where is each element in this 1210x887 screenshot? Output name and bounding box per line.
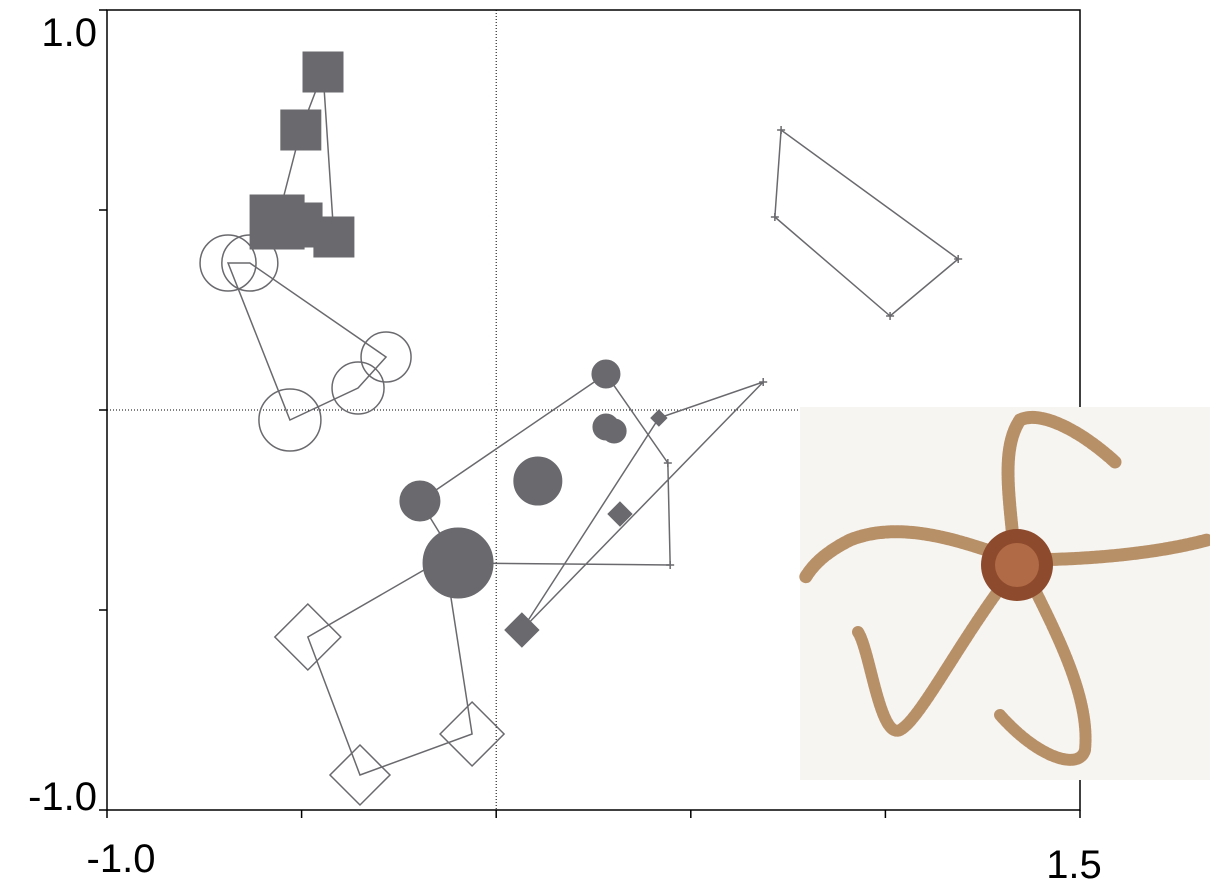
circle-point — [601, 418, 627, 444]
diamond-point — [439, 700, 506, 768]
cross-point — [759, 378, 768, 386]
cross-point — [663, 459, 672, 467]
arm — [994, 574, 1092, 766]
diamond-point — [650, 409, 668, 427]
group-hull — [226, 262, 388, 422]
diamond-point — [273, 602, 342, 672]
arm — [798, 525, 1022, 585]
diamond-point — [328, 743, 392, 807]
circle-point — [360, 331, 412, 383]
star-disc-center — [995, 543, 1039, 587]
arm — [852, 569, 1016, 737]
circle-point — [221, 234, 279, 292]
square-point — [302, 51, 344, 93]
arm — [1001, 410, 1122, 567]
diamond-point — [607, 501, 633, 527]
diamond-point — [504, 612, 540, 648]
cross-point — [777, 126, 786, 134]
cross-point — [954, 255, 963, 263]
group-hull — [306, 556, 473, 776]
cross-point — [886, 312, 895, 320]
group-hull — [774, 128, 960, 317]
x-tick-label: -1.0 — [87, 837, 156, 881]
cross-point — [666, 561, 675, 569]
x-tick-label: 1.5 — [1046, 843, 1102, 887]
cross-point — [770, 213, 779, 221]
circle-point — [199, 234, 257, 292]
circle-point — [513, 456, 563, 506]
brittle-star-photo — [798, 407, 1210, 780]
diamond-point — [437, 550, 452, 566]
circle-point — [331, 361, 385, 415]
y-tick-label: -1.0 — [28, 775, 97, 819]
square-point — [313, 216, 355, 258]
circle-point — [258, 388, 322, 452]
circle-point — [422, 527, 494, 599]
square-point — [280, 109, 322, 151]
y-tick-label: 1.0 — [41, 11, 97, 55]
group-hull — [521, 381, 764, 631]
circle-point — [591, 359, 621, 389]
plot-area: -1.0 1.5 1.0 -1.0 — [28, 9, 1102, 887]
circle-point — [399, 480, 441, 522]
